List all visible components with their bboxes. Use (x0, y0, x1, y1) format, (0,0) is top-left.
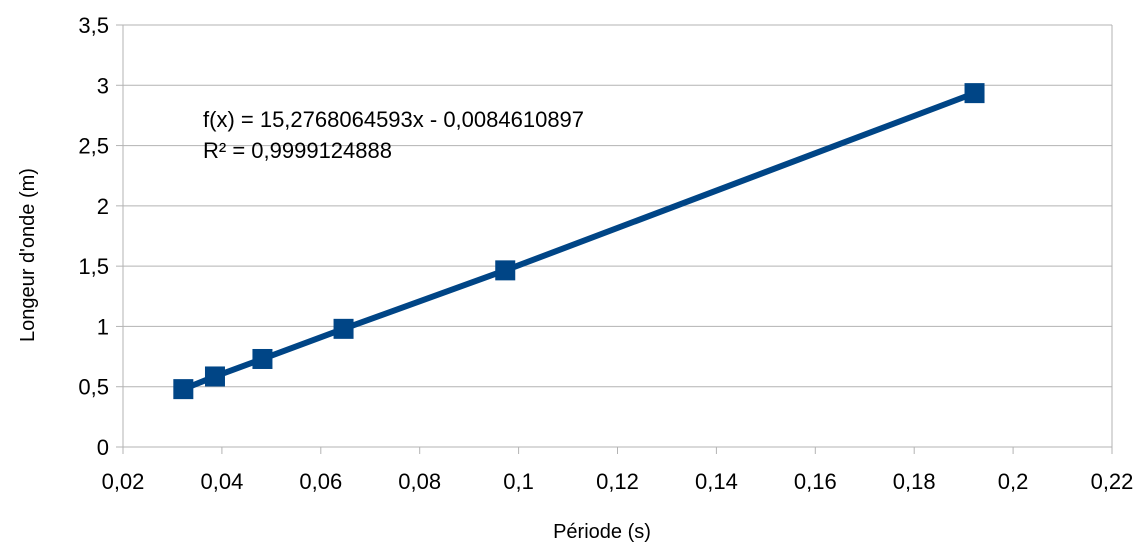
r-squared-label: R² = 0,9999124888 (203, 138, 392, 163)
y-axis-title: Longeur d'onde (m) (17, 168, 39, 342)
y-tick-label: 2 (97, 194, 109, 219)
grid-lines (123, 24, 1112, 448)
data-points (173, 83, 985, 400)
x-tick-label: 0,14 (695, 469, 738, 494)
x-tick-label: 0,12 (596, 469, 639, 494)
y-axis-ticks: 0 0,5 1 1,5 2 2,5 3 3,5 (78, 13, 123, 460)
x-tick-label: 0,1 (503, 469, 534, 494)
data-point-marker (964, 83, 985, 104)
x-tick-label: 0,22 (1091, 469, 1134, 494)
y-tick-label: 2,5 (78, 134, 109, 159)
y-tick-label: 0,5 (78, 375, 109, 400)
x-tick-label: 0,2 (998, 469, 1029, 494)
y-tick-label: 3 (97, 73, 109, 98)
data-point-marker (252, 348, 273, 369)
x-tick-label: 0,08 (398, 469, 441, 494)
y-tick-label: 1,5 (78, 254, 109, 279)
trendline-equation: f(x) = 15,2768064593x - 0,0084610897 (203, 107, 584, 132)
data-point-marker (204, 366, 225, 387)
data-point-marker (495, 260, 516, 281)
x-axis-ticks: 0,02 0,04 0,06 0,08 0,1 0,12 0,14 0,16 0,18 0,2 0,… (102, 447, 1134, 494)
x-tick-label: 0,18 (893, 469, 936, 494)
x-axis-title: Période (s) (553, 521, 651, 543)
x-tick-label: 0,06 (299, 469, 342, 494)
plot-frame (122, 25, 1113, 447)
y-tick-label: 3,5 (78, 13, 109, 38)
x-tick-label: 0,04 (200, 469, 243, 494)
y-tick-label: 0 (97, 435, 109, 460)
x-tick-label: 0,02 (102, 469, 145, 494)
y-tick-label: 1 (97, 314, 109, 339)
data-point-marker (333, 318, 354, 339)
data-point-marker (173, 379, 194, 400)
x-tick-label: 0,16 (794, 469, 837, 494)
